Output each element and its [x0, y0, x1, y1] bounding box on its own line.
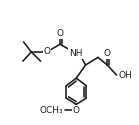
Text: OCH₃: OCH₃: [39, 106, 63, 115]
Text: OH: OH: [119, 70, 133, 80]
Text: O: O: [73, 106, 80, 115]
Text: O: O: [104, 49, 111, 58]
Text: NH: NH: [69, 49, 82, 58]
Text: O: O: [43, 48, 50, 56]
Text: O: O: [56, 29, 64, 38]
